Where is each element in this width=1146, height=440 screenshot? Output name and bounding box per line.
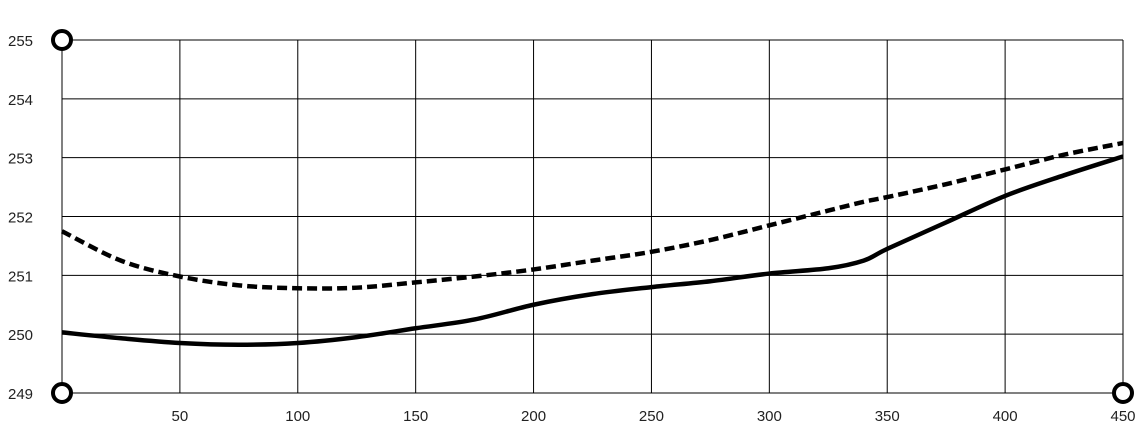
y-tick-label: 251 (8, 268, 33, 285)
y-tick-label: 250 (8, 327, 33, 344)
x-tick-label: 400 (993, 408, 1018, 425)
circle-marker (51, 29, 73, 51)
solid-series-line (61, 154, 1124, 348)
series-lines (60, 140, 1124, 348)
x-tick-label: 50 (172, 408, 189, 425)
circle-marker (1112, 382, 1134, 404)
y-tick-label: 252 (8, 210, 33, 227)
x-tick-label: 200 (521, 408, 546, 425)
y-tick-label: 254 (8, 92, 33, 109)
y-tick-label: 253 (8, 151, 33, 168)
x-tick-label: 300 (757, 408, 782, 425)
x-tick-label: 450 (1110, 408, 1135, 425)
x-tick-label: 100 (285, 408, 310, 425)
x-tick-label: 150 (403, 408, 428, 425)
markers (51, 29, 1134, 404)
y-axis-ticks: 249 250 251 252 253 254 255 (8, 33, 33, 403)
y-tick-label: 255 (8, 33, 33, 50)
x-axis-ticks: 50 100 150 200 250 300 350 400 450 (172, 408, 1136, 425)
y-tick-label: 249 (8, 386, 33, 403)
circle-marker (51, 382, 73, 404)
grid (61, 39, 1124, 394)
x-tick-label: 350 (875, 408, 900, 425)
dashed-series-line (60, 140, 1124, 291)
x-tick-label: 250 (639, 408, 664, 425)
